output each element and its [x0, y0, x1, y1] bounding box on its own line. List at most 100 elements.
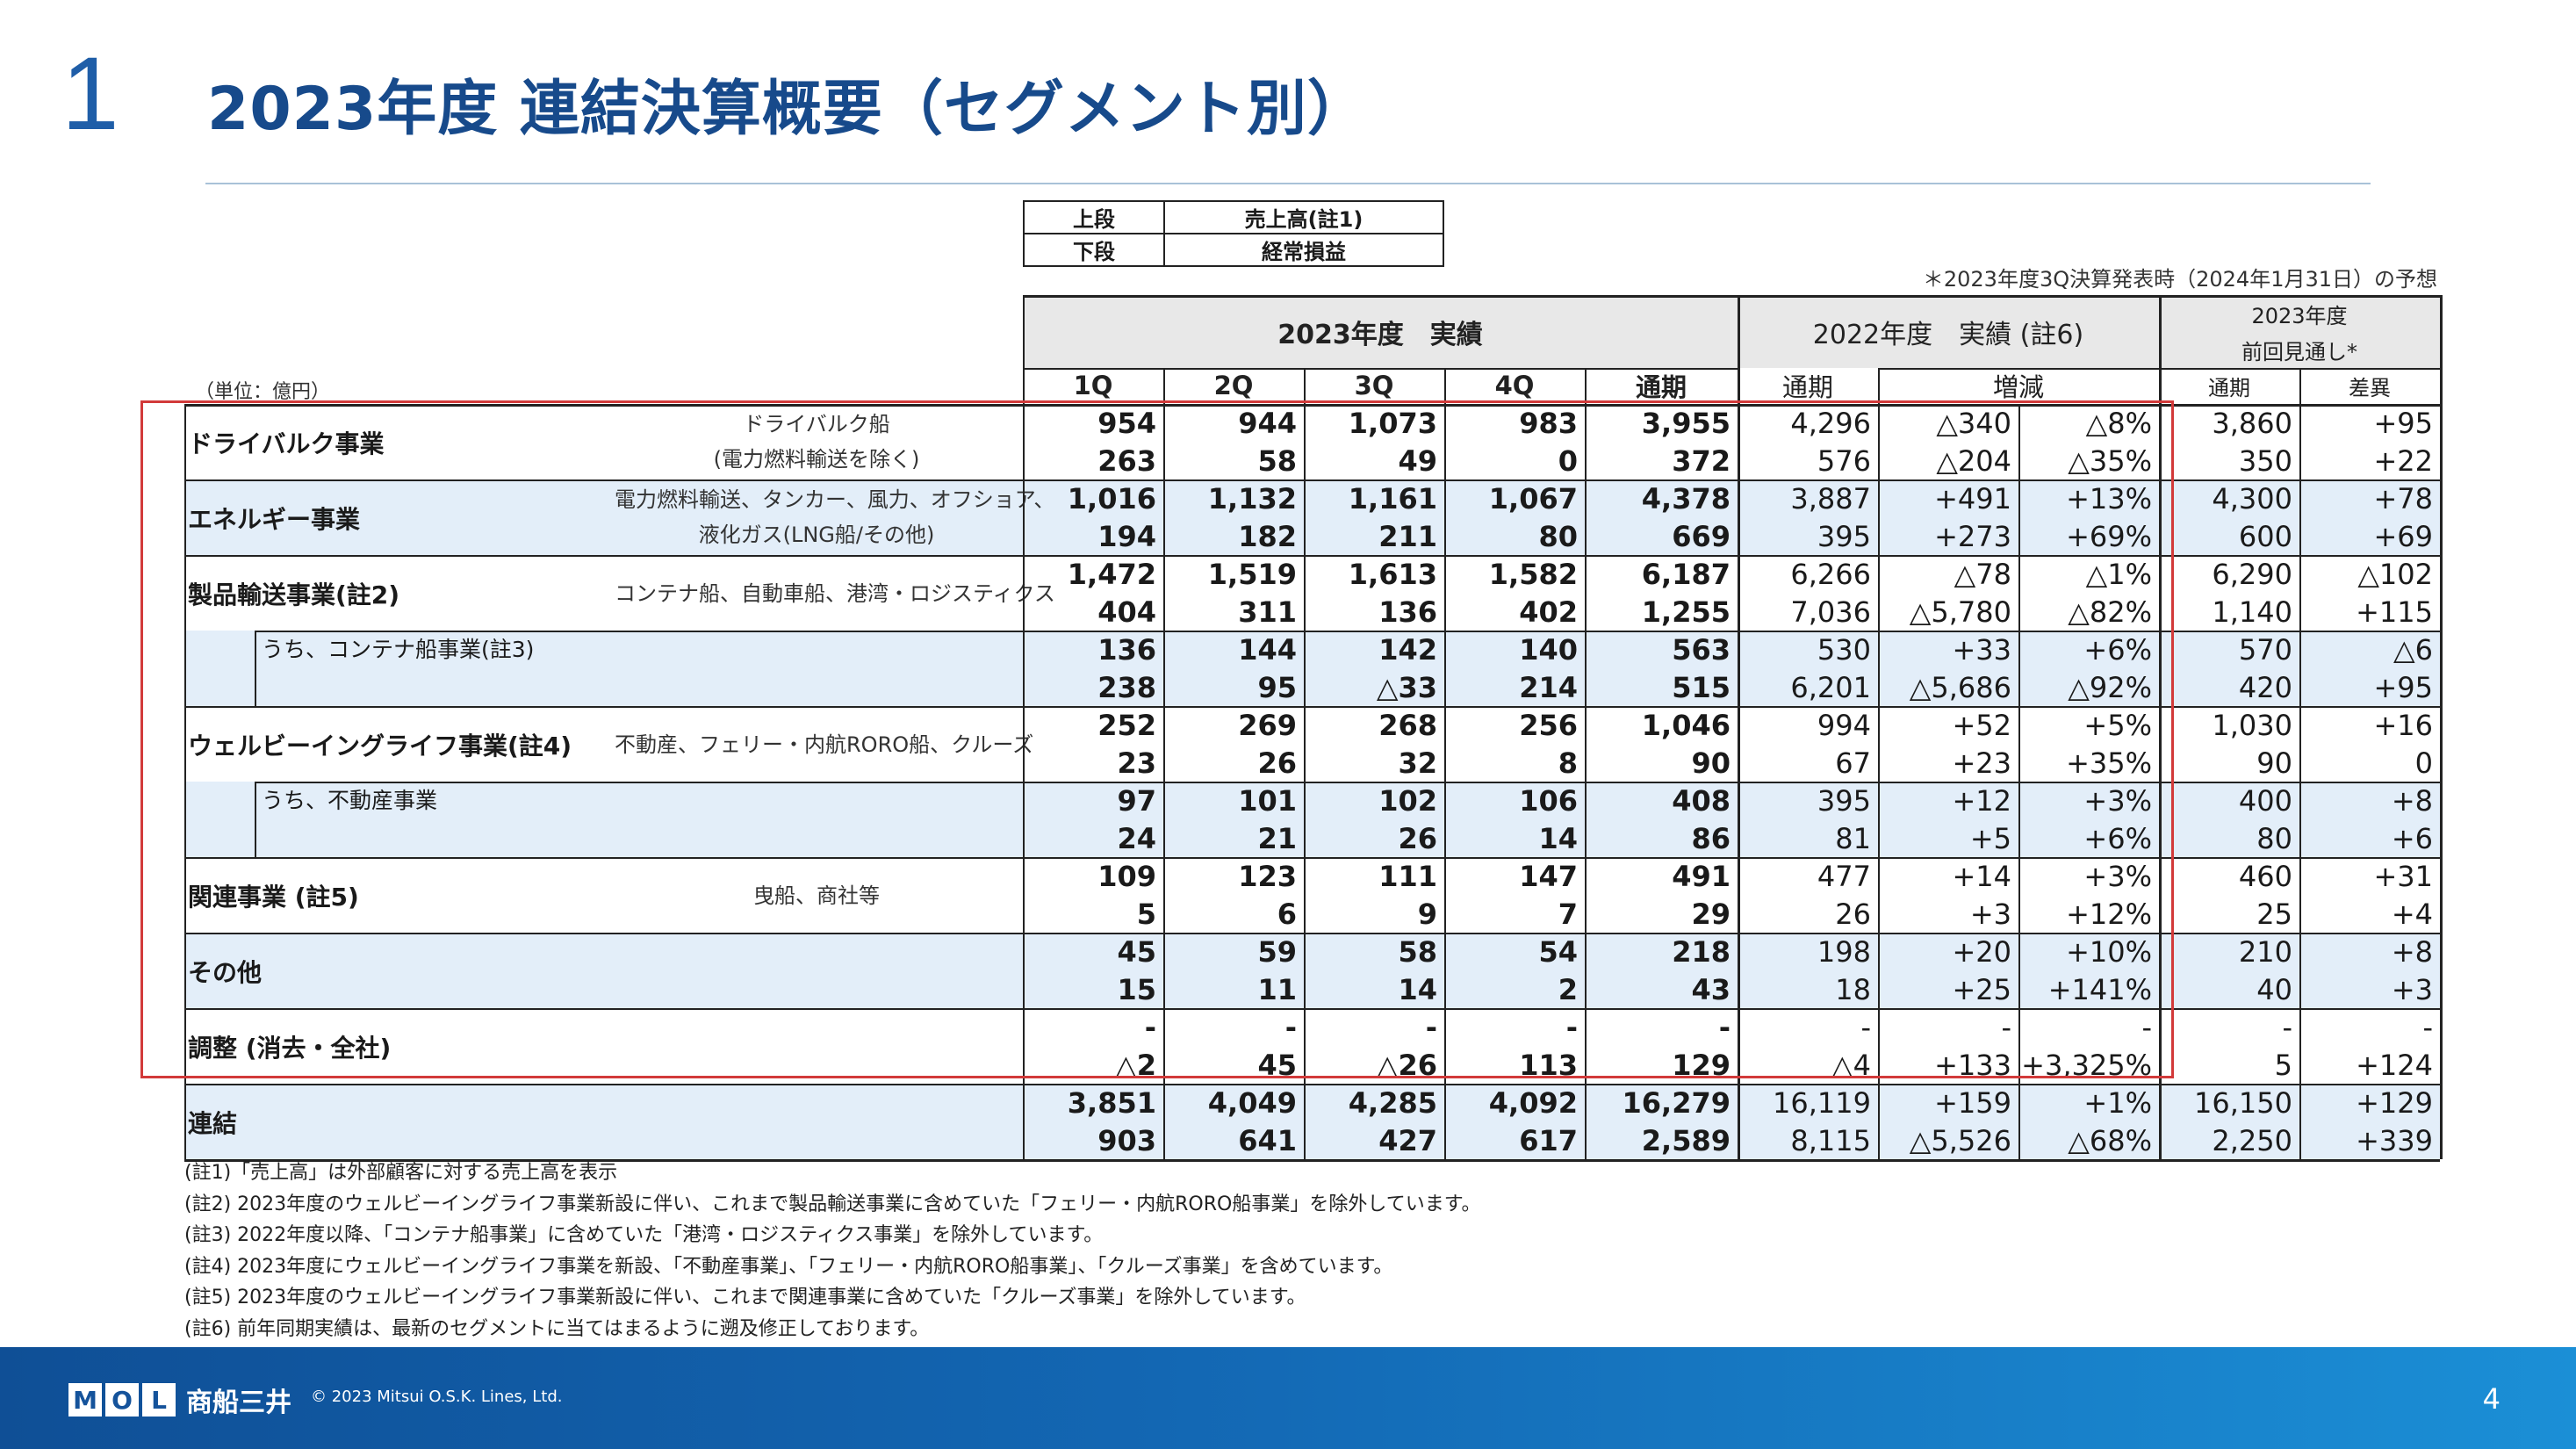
cell-lower-col-7: △5,686	[1909, 670, 2011, 704]
grid-vline	[1878, 368, 1880, 1159]
cell-lower-col-5: 2,589	[1641, 1123, 1731, 1157]
footnote-1: (註1)「売上高」は外部顧客に対する売上高を表示	[184, 1162, 618, 1184]
cell-lower-col-9: 600	[2238, 519, 2292, 553]
segment-description: コンテナ船、自動車船、港湾・ロジスティクス	[615, 581, 1055, 606]
cell-lower-col-7: △204	[1936, 443, 2011, 478]
cell-lower-col-8: +6%	[2083, 821, 2152, 855]
cell-upper-col-5: 408	[1672, 783, 1731, 818]
header-q1: 1Q	[1073, 371, 1113, 400]
cell-lower-col-7: +23	[1952, 746, 2011, 780]
grid-vline	[1585, 368, 1587, 1159]
segment-name: ウェルビーイングライフ事業(註4)	[188, 732, 572, 761]
cell-lower-col-10: +22	[2373, 443, 2433, 478]
grid-hline	[184, 404, 2440, 407]
cell-upper-col-9: 1,030	[2212, 708, 2292, 742]
cell-upper-col-8: +10%	[2066, 934, 2152, 969]
cell-lower-col-2: 182	[1238, 519, 1297, 553]
row-band	[184, 479, 2440, 555]
cell-lower-col-5: 515	[1672, 670, 1731, 704]
cell-upper-col-2: 1,132	[1207, 481, 1297, 515]
segment-name: 調整 (消去・全社)	[188, 1034, 392, 1063]
cell-lower-col-8: +35%	[2066, 746, 2152, 780]
cell-lower-col-2: 311	[1238, 595, 1297, 629]
legend-row-lower: 下段 経常損益	[1023, 233, 1444, 267]
cell-lower-col-1: 238	[1097, 670, 1156, 704]
cell-upper-col-1: 109	[1097, 859, 1156, 893]
cell-lower-col-6: 576	[1817, 443, 1871, 478]
cell-lower-col-10: +115	[2356, 595, 2433, 629]
cell-upper-col-10: +31	[2373, 859, 2433, 893]
logo-letter-o: O	[105, 1383, 139, 1417]
cell-lower-col-9: 350	[2238, 443, 2292, 478]
grid-hline	[1878, 368, 2159, 370]
cell-lower-col-1: 23	[1117, 746, 1156, 780]
cell-upper-col-6: 198	[1817, 934, 1871, 969]
cell-upper-col-9: 16,150	[2194, 1085, 2292, 1120]
grid-vline	[255, 782, 256, 857]
grid-vline	[184, 404, 186, 1159]
cell-lower-col-4: 214	[1519, 670, 1578, 704]
row-band	[184, 933, 2440, 1008]
cell-upper-col-5: 16,279	[1622, 1085, 1731, 1120]
cell-lower-col-5: 90	[1691, 746, 1731, 780]
cell-upper-col-6: 994	[1817, 708, 1871, 742]
cell-lower-col-10: +69	[2373, 519, 2433, 553]
header-fy2022-actual: 2022年度 実績 (註6)	[1812, 319, 2084, 350]
cell-upper-col-4: 140	[1519, 632, 1578, 667]
grid-hline	[184, 1084, 2440, 1085]
cell-upper-col-4: 1,067	[1488, 481, 1578, 515]
cell-upper-col-2: 123	[1238, 859, 1297, 893]
cell-upper-col-7: +491	[1934, 481, 2011, 515]
cell-upper-col-6: 395	[1817, 783, 1871, 818]
cell-lower-col-6: 6,201	[1790, 670, 1871, 704]
cell-upper-col-2: 944	[1238, 406, 1297, 440]
cell-upper-col-2: 144	[1238, 632, 1297, 667]
grid-vline	[255, 631, 256, 706]
cell-lower-col-1: 5	[1136, 897, 1156, 931]
page-number: 4	[2482, 1382, 2500, 1416]
header-difference: 差異	[2349, 375, 2391, 400]
grid-vline	[1163, 368, 1165, 1159]
cell-upper-col-9: 570	[2238, 632, 2292, 667]
cell-upper-col-1: 1,016	[1067, 481, 1156, 515]
cell-lower-col-9: 2,250	[2212, 1123, 2292, 1157]
cell-lower-col-2: 6	[1277, 897, 1297, 931]
cell-upper-col-2: 1,519	[1207, 557, 1297, 591]
unit-label: （単位：億円）	[195, 381, 331, 403]
row-band	[184, 782, 2440, 857]
cell-lower-col-8: △82%	[2068, 595, 2152, 629]
footnote-2: (註2) 2023年度のウェルビーイングライフ事業新設に伴い、これまで製品輸送事…	[184, 1193, 1481, 1215]
cell-upper-col-9: 3,860	[2212, 406, 2292, 440]
cell-upper-col-8: +13%	[2066, 481, 2152, 515]
cell-lower-col-3: 211	[1378, 519, 1437, 553]
header-fy2023-actual: 2023年度 実績	[1277, 319, 1483, 350]
cell-upper-col-5: 491	[1672, 859, 1731, 893]
cell-lower-col-6: 395	[1817, 519, 1871, 553]
cell-upper-col-1: 136	[1097, 632, 1156, 667]
grid-vline	[2299, 368, 2301, 1159]
cell-lower-col-8: +141%	[2047, 972, 2152, 1006]
segment-description: 曳船、商社等	[753, 883, 880, 908]
cell-lower-col-5: 43	[1691, 972, 1731, 1006]
cell-lower-col-8: △92%	[2068, 670, 2152, 704]
segment-name: 製品輸送事業(註2)	[188, 580, 400, 609]
cell-lower-col-7: +273	[1934, 519, 2011, 553]
row-band	[184, 631, 2440, 706]
cell-lower-col-2: 21	[1257, 821, 1297, 855]
cell-upper-col-6: 4,296	[1790, 406, 1871, 440]
cell-lower-col-9: 80	[2256, 821, 2292, 855]
cell-lower-col-3: 136	[1378, 595, 1437, 629]
cell-lower-col-3: 14	[1398, 972, 1437, 1006]
cell-lower-col-5: 669	[1672, 519, 1731, 553]
cell-lower-col-3: 9	[1417, 897, 1437, 931]
cell-upper-col-4: 147	[1519, 859, 1578, 893]
header-change: 増減	[1992, 372, 2044, 402]
segment-name: 関連事業 (註5)	[188, 883, 359, 912]
cell-upper-col-2: 4,049	[1207, 1085, 1297, 1120]
highlight-frame	[140, 400, 2174, 1078]
cell-lower-col-4: 8	[1558, 746, 1578, 780]
cell-upper-col-10: +129	[2356, 1085, 2433, 1120]
segment-name: ドライバルク事業	[188, 429, 385, 458]
cell-lower-col-2: 641	[1238, 1123, 1297, 1157]
cell-lower-col-9: 420	[2238, 670, 2292, 704]
